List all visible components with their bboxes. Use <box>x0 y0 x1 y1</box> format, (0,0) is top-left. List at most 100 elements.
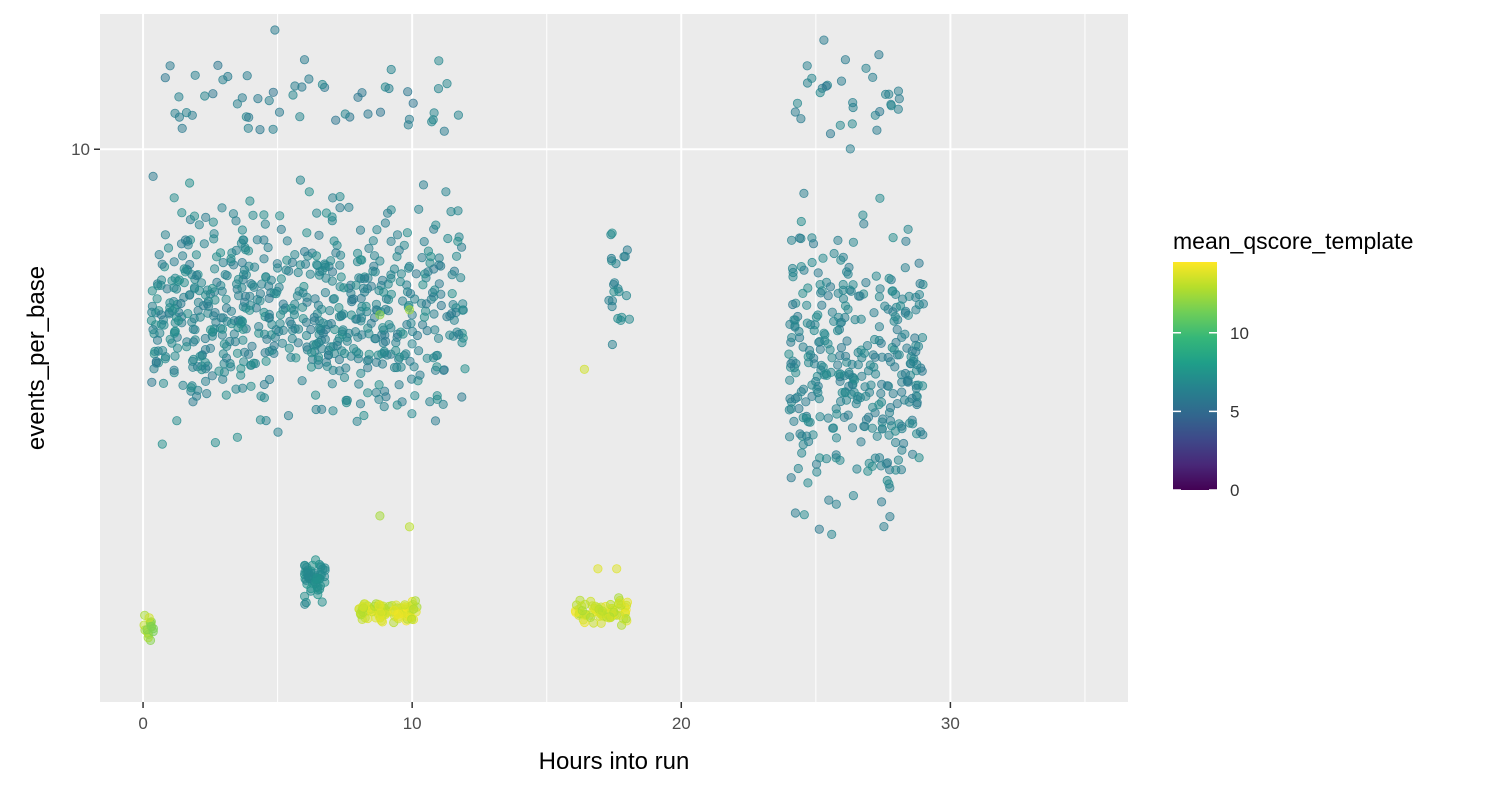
data-point <box>217 286 227 296</box>
data-point <box>214 366 224 376</box>
data-point <box>901 236 911 246</box>
data-point <box>787 332 797 343</box>
data-point <box>200 91 210 101</box>
data-point <box>231 245 241 255</box>
data-point <box>339 283 349 293</box>
data-point <box>892 324 902 335</box>
data-point <box>403 87 413 97</box>
data-point <box>354 349 364 359</box>
data-point <box>833 360 843 370</box>
data-point <box>304 187 314 197</box>
data-point <box>790 508 801 518</box>
data-point <box>236 238 246 248</box>
data-point <box>616 620 627 630</box>
data-point <box>217 203 227 213</box>
data-point <box>160 73 170 83</box>
data-point <box>238 335 248 345</box>
data-point <box>300 259 311 269</box>
data-point <box>624 314 635 324</box>
data-point <box>318 318 328 328</box>
data-point <box>850 314 860 325</box>
data-point <box>232 432 242 442</box>
data-point <box>622 597 633 607</box>
data-point <box>434 253 444 263</box>
data-point <box>429 309 439 319</box>
data-point <box>322 361 332 371</box>
data-point <box>417 320 428 330</box>
data-point <box>451 251 462 261</box>
data-point <box>329 236 339 246</box>
data-point <box>441 187 451 197</box>
data-point <box>202 388 212 399</box>
data-point <box>397 296 408 306</box>
data-point <box>255 415 265 425</box>
data-point <box>813 387 823 398</box>
data-point <box>908 419 918 429</box>
data-point <box>287 257 297 268</box>
data-point <box>453 110 463 120</box>
data-point <box>612 564 622 574</box>
data-point <box>264 312 275 323</box>
data-point <box>329 293 339 304</box>
data-point <box>335 260 345 270</box>
data-point <box>794 403 804 414</box>
data-point <box>793 463 803 474</box>
data-point <box>786 358 796 369</box>
data-point <box>902 343 912 353</box>
plot-panel <box>100 14 1128 702</box>
data-point <box>259 254 269 264</box>
data-point <box>407 339 417 349</box>
data-point <box>346 310 356 320</box>
data-point <box>835 351 845 361</box>
data-point <box>597 606 607 616</box>
data-point <box>609 607 619 617</box>
data-point <box>208 217 218 227</box>
data-point <box>278 325 288 335</box>
data-point <box>893 86 904 96</box>
data-point <box>386 236 396 246</box>
data-point <box>845 144 855 154</box>
data-point <box>786 235 797 245</box>
data-point <box>856 437 866 447</box>
data-point <box>828 423 839 433</box>
data-point <box>278 299 288 309</box>
data-point <box>620 251 630 262</box>
data-point <box>237 93 247 103</box>
data-point <box>874 322 885 332</box>
data-point <box>253 94 263 104</box>
data-point <box>186 383 196 393</box>
data-point <box>391 600 401 610</box>
data-point <box>910 333 920 343</box>
data-point <box>306 324 316 335</box>
data-point <box>153 346 163 356</box>
data-point <box>453 236 463 246</box>
data-point <box>314 584 325 594</box>
data-point <box>413 346 424 356</box>
data-point <box>418 280 428 290</box>
data-point <box>299 55 310 65</box>
data-point <box>293 324 304 334</box>
data-point <box>824 495 834 505</box>
data-point <box>433 84 444 94</box>
data-point <box>878 414 888 424</box>
data-point <box>840 55 851 65</box>
data-point <box>443 233 453 244</box>
legend-tick-label: 0 <box>1230 481 1239 500</box>
data-point <box>815 88 825 98</box>
data-point <box>260 219 270 229</box>
data-point <box>425 397 435 407</box>
data-point <box>809 353 819 363</box>
data-point <box>609 287 619 297</box>
data-point <box>357 255 367 265</box>
data-point <box>289 305 299 315</box>
data-point <box>300 560 310 570</box>
data-point <box>302 297 312 307</box>
data-point <box>341 397 352 408</box>
data-point <box>375 608 386 618</box>
data-point <box>379 401 389 412</box>
data-point <box>886 421 897 431</box>
data-point <box>201 290 211 300</box>
data-point <box>177 123 187 133</box>
data-point <box>325 305 335 316</box>
data-point <box>213 60 223 71</box>
